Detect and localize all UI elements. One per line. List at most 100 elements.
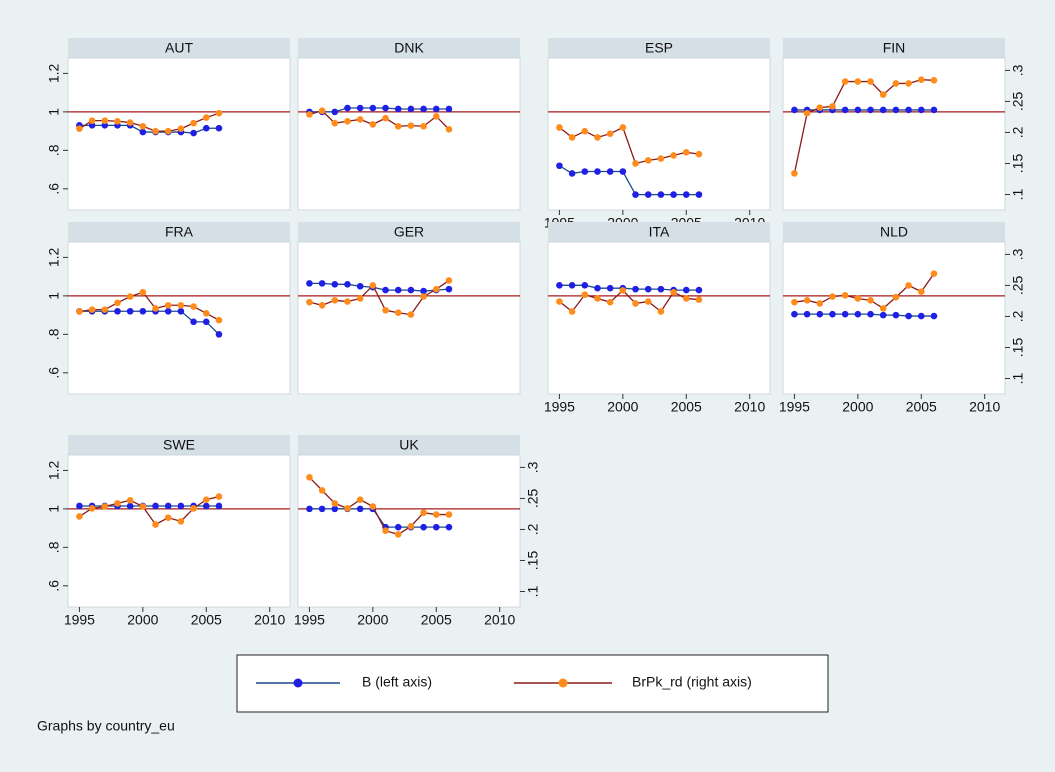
data-point bbox=[152, 521, 159, 528]
data-point bbox=[556, 298, 563, 305]
data-point bbox=[432, 523, 440, 531]
data-point bbox=[420, 122, 427, 130]
data-point bbox=[101, 117, 109, 124]
data-point bbox=[190, 318, 197, 326]
data-point bbox=[445, 126, 453, 133]
data-point bbox=[867, 78, 874, 85]
data-point bbox=[632, 160, 639, 167]
panel-title: ESP bbox=[645, 40, 673, 56]
data-point bbox=[177, 125, 185, 133]
data-point bbox=[394, 531, 402, 538]
data-point bbox=[420, 293, 427, 300]
data-point bbox=[420, 509, 427, 516]
data-point bbox=[356, 282, 364, 290]
data-point bbox=[682, 191, 690, 198]
panel-title: AUT bbox=[165, 40, 193, 56]
data-point bbox=[331, 500, 339, 507]
data-point bbox=[879, 91, 887, 98]
data-point bbox=[318, 107, 326, 115]
x-tick-label: 1995 bbox=[544, 399, 575, 415]
data-point bbox=[816, 104, 824, 111]
data-point bbox=[164, 502, 172, 510]
plot-area bbox=[297, 57, 521, 211]
y2-tick-label: .1 bbox=[1010, 188, 1026, 200]
data-point bbox=[164, 127, 172, 135]
data-point bbox=[695, 296, 703, 303]
plot-area bbox=[297, 454, 521, 608]
data-point bbox=[202, 310, 210, 317]
data-point bbox=[139, 503, 147, 510]
data-point bbox=[114, 500, 121, 507]
data-point bbox=[88, 117, 96, 124]
data-point bbox=[556, 281, 563, 289]
data-point bbox=[670, 288, 677, 296]
data-point bbox=[879, 305, 887, 312]
data-point bbox=[670, 152, 677, 159]
data-point bbox=[606, 168, 614, 175]
data-point bbox=[803, 310, 811, 318]
data-point bbox=[829, 310, 836, 318]
data-point bbox=[568, 170, 576, 177]
data-point bbox=[202, 502, 210, 510]
data-point bbox=[581, 291, 589, 299]
y-tick-label: .6 bbox=[46, 367, 62, 379]
data-point bbox=[803, 109, 811, 117]
data-point bbox=[177, 502, 185, 510]
panel-title: GER bbox=[394, 224, 424, 240]
data-point bbox=[879, 311, 887, 319]
data-point bbox=[420, 523, 427, 531]
data-point bbox=[841, 292, 849, 299]
data-point bbox=[556, 124, 563, 131]
data-point bbox=[644, 157, 652, 164]
data-point bbox=[432, 511, 440, 518]
data-point bbox=[644, 285, 652, 293]
data-point bbox=[344, 505, 351, 512]
data-point bbox=[905, 106, 912, 114]
data-point bbox=[139, 288, 147, 296]
panel-title: SWE bbox=[163, 437, 195, 453]
data-point bbox=[306, 505, 313, 513]
data-point bbox=[892, 80, 900, 87]
data-point bbox=[202, 496, 210, 503]
data-point bbox=[164, 514, 172, 521]
y2-tick-label: .15 bbox=[1010, 338, 1026, 358]
data-point bbox=[139, 307, 147, 315]
data-point bbox=[657, 191, 665, 198]
data-point bbox=[139, 128, 147, 136]
data-point bbox=[930, 270, 938, 277]
y-tick-label: 1.2 bbox=[46, 460, 62, 480]
data-point bbox=[114, 117, 121, 125]
data-point bbox=[682, 286, 690, 294]
y2-tick-label: .3 bbox=[525, 461, 541, 473]
data-point bbox=[164, 301, 172, 309]
data-point bbox=[695, 191, 703, 198]
data-point bbox=[114, 307, 121, 315]
data-point bbox=[215, 331, 223, 338]
data-point bbox=[331, 505, 339, 513]
data-point bbox=[356, 496, 364, 503]
data-point bbox=[854, 295, 862, 302]
data-point bbox=[445, 105, 453, 113]
data-point bbox=[930, 106, 938, 114]
data-point bbox=[177, 307, 185, 315]
data-point bbox=[594, 284, 601, 292]
y2-tick-label: .2 bbox=[525, 523, 541, 535]
y2-tick-label: .25 bbox=[525, 488, 541, 508]
data-point bbox=[369, 104, 377, 112]
data-point bbox=[356, 505, 364, 513]
panel-title: DNK bbox=[394, 40, 424, 56]
data-point bbox=[394, 286, 402, 294]
x-tick-label: 1995 bbox=[779, 399, 810, 415]
data-point bbox=[568, 281, 576, 289]
data-point bbox=[556, 162, 563, 170]
y2-tick-label: .2 bbox=[1010, 310, 1026, 322]
data-point bbox=[126, 307, 134, 315]
panel-header bbox=[548, 222, 770, 242]
data-point bbox=[445, 285, 453, 293]
panel-header bbox=[298, 222, 520, 242]
data-point bbox=[344, 281, 351, 288]
y-tick-label: .6 bbox=[46, 580, 62, 592]
data-point bbox=[568, 308, 576, 315]
plot-area bbox=[67, 241, 291, 395]
plot-area bbox=[67, 454, 291, 608]
